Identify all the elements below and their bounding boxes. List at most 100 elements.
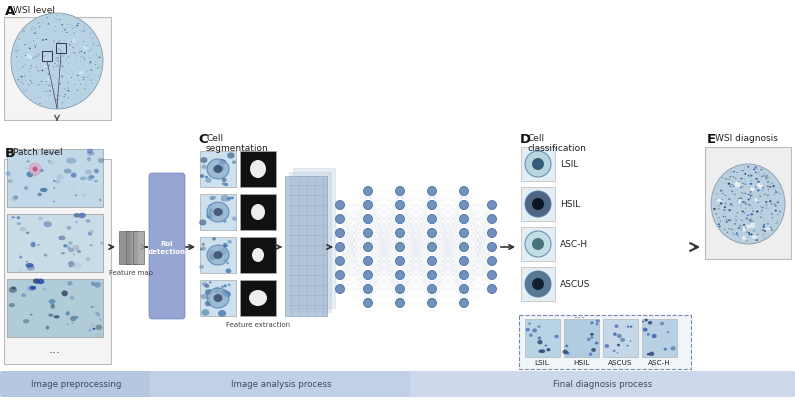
Ellipse shape: [778, 193, 781, 195]
FancyBboxPatch shape: [519, 315, 691, 369]
Ellipse shape: [45, 92, 48, 93]
Ellipse shape: [65, 91, 67, 92]
Ellipse shape: [773, 186, 775, 188]
Ellipse shape: [60, 51, 61, 52]
Ellipse shape: [224, 183, 228, 187]
Ellipse shape: [68, 261, 75, 267]
Ellipse shape: [732, 177, 735, 178]
Ellipse shape: [55, 27, 56, 28]
Bar: [200, 237, 236, 273]
Circle shape: [460, 201, 468, 210]
Ellipse shape: [54, 70, 55, 71]
Bar: [240, 237, 276, 273]
Ellipse shape: [250, 161, 266, 179]
Ellipse shape: [54, 94, 55, 95]
Ellipse shape: [739, 225, 742, 227]
Circle shape: [487, 243, 497, 252]
Ellipse shape: [626, 345, 629, 347]
Ellipse shape: [227, 263, 229, 265]
Ellipse shape: [99, 58, 100, 59]
Ellipse shape: [42, 288, 47, 291]
Ellipse shape: [217, 166, 224, 171]
Text: E: E: [707, 133, 716, 146]
Ellipse shape: [46, 28, 48, 29]
Text: Feature extraction: Feature extraction: [226, 321, 290, 327]
Ellipse shape: [756, 240, 758, 241]
Ellipse shape: [215, 165, 222, 170]
Ellipse shape: [9, 303, 15, 308]
Circle shape: [487, 257, 497, 266]
Ellipse shape: [55, 100, 56, 101]
Ellipse shape: [11, 14, 103, 110]
Ellipse shape: [84, 26, 85, 27]
Bar: [7, 279, 103, 337]
Ellipse shape: [218, 310, 226, 317]
Ellipse shape: [64, 71, 66, 72]
Ellipse shape: [93, 49, 94, 50]
Ellipse shape: [90, 326, 95, 329]
Ellipse shape: [525, 191, 551, 218]
Ellipse shape: [769, 201, 771, 203]
Ellipse shape: [66, 311, 70, 316]
Ellipse shape: [758, 200, 759, 201]
Ellipse shape: [231, 197, 234, 200]
Ellipse shape: [770, 187, 771, 188]
Ellipse shape: [718, 209, 719, 210]
Ellipse shape: [740, 178, 743, 180]
Ellipse shape: [73, 34, 75, 35]
Ellipse shape: [630, 326, 633, 328]
Ellipse shape: [71, 42, 72, 43]
Ellipse shape: [200, 294, 207, 299]
Ellipse shape: [532, 278, 544, 290]
Ellipse shape: [750, 192, 751, 193]
Ellipse shape: [88, 93, 89, 94]
Ellipse shape: [38, 55, 40, 56]
Ellipse shape: [64, 29, 66, 31]
Ellipse shape: [748, 204, 750, 206]
Ellipse shape: [750, 220, 751, 221]
Ellipse shape: [532, 198, 544, 211]
Ellipse shape: [64, 169, 72, 174]
Text: Cell
classification: Cell classification: [528, 134, 587, 153]
Ellipse shape: [40, 104, 41, 105]
Ellipse shape: [743, 171, 744, 172]
Ellipse shape: [37, 193, 42, 197]
Ellipse shape: [94, 282, 101, 288]
Ellipse shape: [72, 245, 80, 249]
Ellipse shape: [90, 50, 91, 51]
Ellipse shape: [92, 46, 93, 47]
Text: ...: ...: [574, 307, 586, 320]
Ellipse shape: [595, 319, 599, 323]
Ellipse shape: [68, 91, 69, 92]
Ellipse shape: [73, 263, 81, 269]
Ellipse shape: [766, 208, 767, 209]
Ellipse shape: [727, 220, 729, 221]
Ellipse shape: [45, 85, 47, 86]
Ellipse shape: [757, 199, 758, 200]
Ellipse shape: [70, 296, 75, 300]
Ellipse shape: [647, 353, 650, 356]
Text: LSIL: LSIL: [534, 359, 549, 365]
Ellipse shape: [64, 89, 65, 90]
Ellipse shape: [767, 195, 769, 197]
Ellipse shape: [774, 194, 775, 196]
Circle shape: [460, 257, 468, 266]
Ellipse shape: [755, 178, 758, 180]
Ellipse shape: [537, 340, 543, 344]
Ellipse shape: [214, 288, 221, 294]
Ellipse shape: [58, 96, 59, 97]
Ellipse shape: [64, 54, 65, 55]
Ellipse shape: [753, 169, 755, 171]
Ellipse shape: [48, 85, 50, 87]
Ellipse shape: [59, 20, 61, 21]
Ellipse shape: [529, 334, 533, 337]
Ellipse shape: [755, 187, 757, 189]
Ellipse shape: [44, 222, 52, 228]
Ellipse shape: [742, 236, 746, 241]
Ellipse shape: [25, 232, 29, 234]
Circle shape: [395, 257, 405, 266]
Text: D: D: [520, 133, 531, 146]
Ellipse shape: [45, 40, 47, 41]
Ellipse shape: [96, 313, 100, 317]
Ellipse shape: [219, 210, 224, 213]
